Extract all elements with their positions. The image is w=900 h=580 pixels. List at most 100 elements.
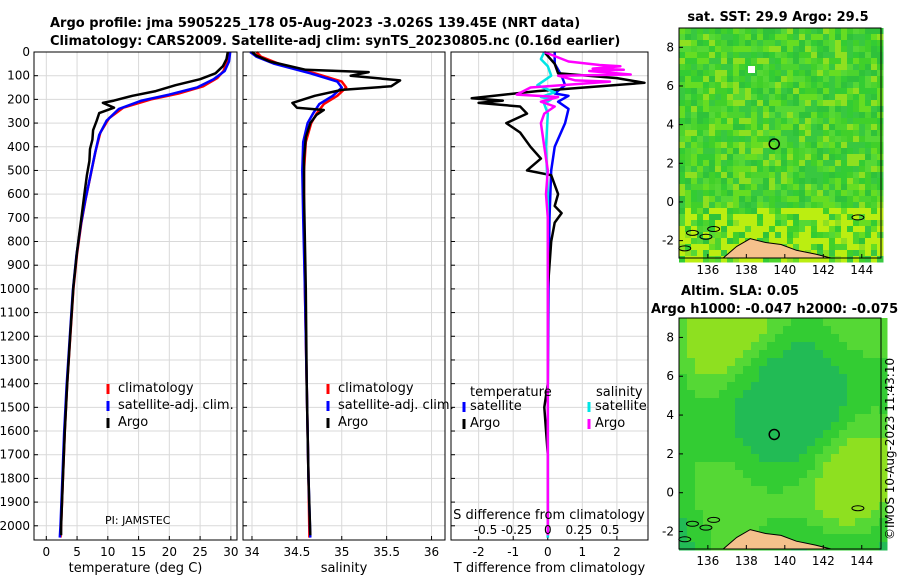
map-cell	[759, 494, 768, 503]
map-cell	[743, 494, 752, 503]
map-cell	[767, 350, 776, 359]
map-cell	[855, 518, 864, 527]
map-cell	[751, 350, 760, 359]
map-cell	[687, 350, 696, 359]
map-cell	[841, 196, 848, 203]
map-cell	[727, 52, 734, 59]
map-cell	[815, 430, 824, 439]
map-cell	[787, 148, 794, 155]
map-cell	[817, 202, 824, 209]
map-cell	[751, 220, 758, 227]
map-cell	[759, 342, 768, 351]
map-cell	[863, 462, 872, 471]
map-cell	[769, 52, 776, 59]
map-x-tick-label: 142	[812, 554, 835, 568]
map-cell	[751, 34, 758, 41]
map-cell	[807, 326, 816, 335]
map-cell	[847, 534, 856, 543]
map-cell	[775, 526, 784, 535]
map-cell	[787, 202, 794, 209]
map-cell	[685, 136, 692, 143]
map-cell	[687, 358, 696, 367]
map-cell	[879, 390, 888, 399]
map-cell	[879, 518, 888, 527]
map-cell	[697, 58, 704, 65]
map-cell	[685, 226, 692, 233]
map-cell	[879, 478, 888, 487]
map-cell	[763, 100, 770, 107]
map-cell	[793, 100, 800, 107]
map-cell	[799, 430, 808, 439]
map-cell	[691, 70, 698, 77]
map-cell	[757, 130, 764, 137]
map-cell	[751, 46, 758, 53]
legend-label: satellite	[595, 399, 647, 414]
map-cell	[745, 124, 752, 131]
map-cell	[751, 124, 758, 131]
map-cell	[807, 398, 816, 407]
map-cell	[799, 350, 808, 359]
map-cell	[871, 52, 878, 59]
map-cell	[831, 438, 840, 447]
map-cell	[751, 202, 758, 209]
map-cell	[807, 494, 816, 503]
map-cell	[871, 318, 880, 327]
map-cell	[751, 462, 760, 471]
map-cell	[727, 130, 734, 137]
map-cell	[721, 148, 728, 155]
figure-title-line2: Climatology: CARS2009. Satellite-adj cli…	[50, 34, 620, 49]
map-cell	[787, 220, 794, 227]
map-cell	[823, 94, 830, 101]
map-cell	[733, 130, 740, 137]
map-cell	[759, 334, 768, 343]
map-cell	[757, 52, 764, 59]
map-cell	[685, 112, 692, 119]
map-cell	[743, 478, 752, 487]
map-cell	[685, 88, 692, 95]
map-cell	[811, 148, 818, 155]
map-cell	[793, 208, 800, 215]
map-cell	[859, 136, 866, 143]
map-cell	[835, 148, 842, 155]
map-cell	[695, 342, 704, 351]
map-cell	[687, 470, 696, 479]
map-cell	[757, 208, 764, 215]
map-cell	[817, 124, 824, 131]
map-cell	[841, 142, 848, 149]
map-cell	[811, 52, 818, 59]
map-cell	[695, 542, 704, 551]
map-cell	[769, 196, 776, 203]
map-cell	[817, 172, 824, 179]
map-cell	[871, 178, 878, 185]
map-cell	[697, 244, 704, 251]
map-cell	[697, 130, 704, 137]
map-cell	[685, 220, 692, 227]
map-cell	[847, 148, 854, 155]
map-cell	[817, 58, 824, 65]
map-cell	[859, 232, 866, 239]
map-cell	[863, 422, 872, 431]
map-cell	[727, 88, 734, 95]
map-cell	[855, 430, 864, 439]
map-cell	[805, 154, 812, 161]
map-cell	[877, 106, 884, 113]
map-cell	[865, 148, 872, 155]
map-cell	[727, 202, 734, 209]
map-cell	[791, 478, 800, 487]
map-cell	[799, 462, 808, 471]
map-cell	[759, 502, 768, 511]
map-cell	[679, 478, 688, 487]
map-cell	[859, 154, 866, 161]
map-cell	[697, 256, 704, 263]
map-cell	[815, 398, 824, 407]
map-cell	[715, 76, 722, 83]
map-cell	[703, 250, 710, 257]
x-tick-label: 35	[334, 545, 349, 559]
map-cell	[759, 478, 768, 487]
map-cell	[733, 52, 740, 59]
land-new-guinea	[721, 238, 832, 259]
map-cell	[727, 34, 734, 41]
y-tick-label: 1300	[0, 353, 30, 367]
map-cell	[767, 398, 776, 407]
map-cell	[763, 160, 770, 167]
